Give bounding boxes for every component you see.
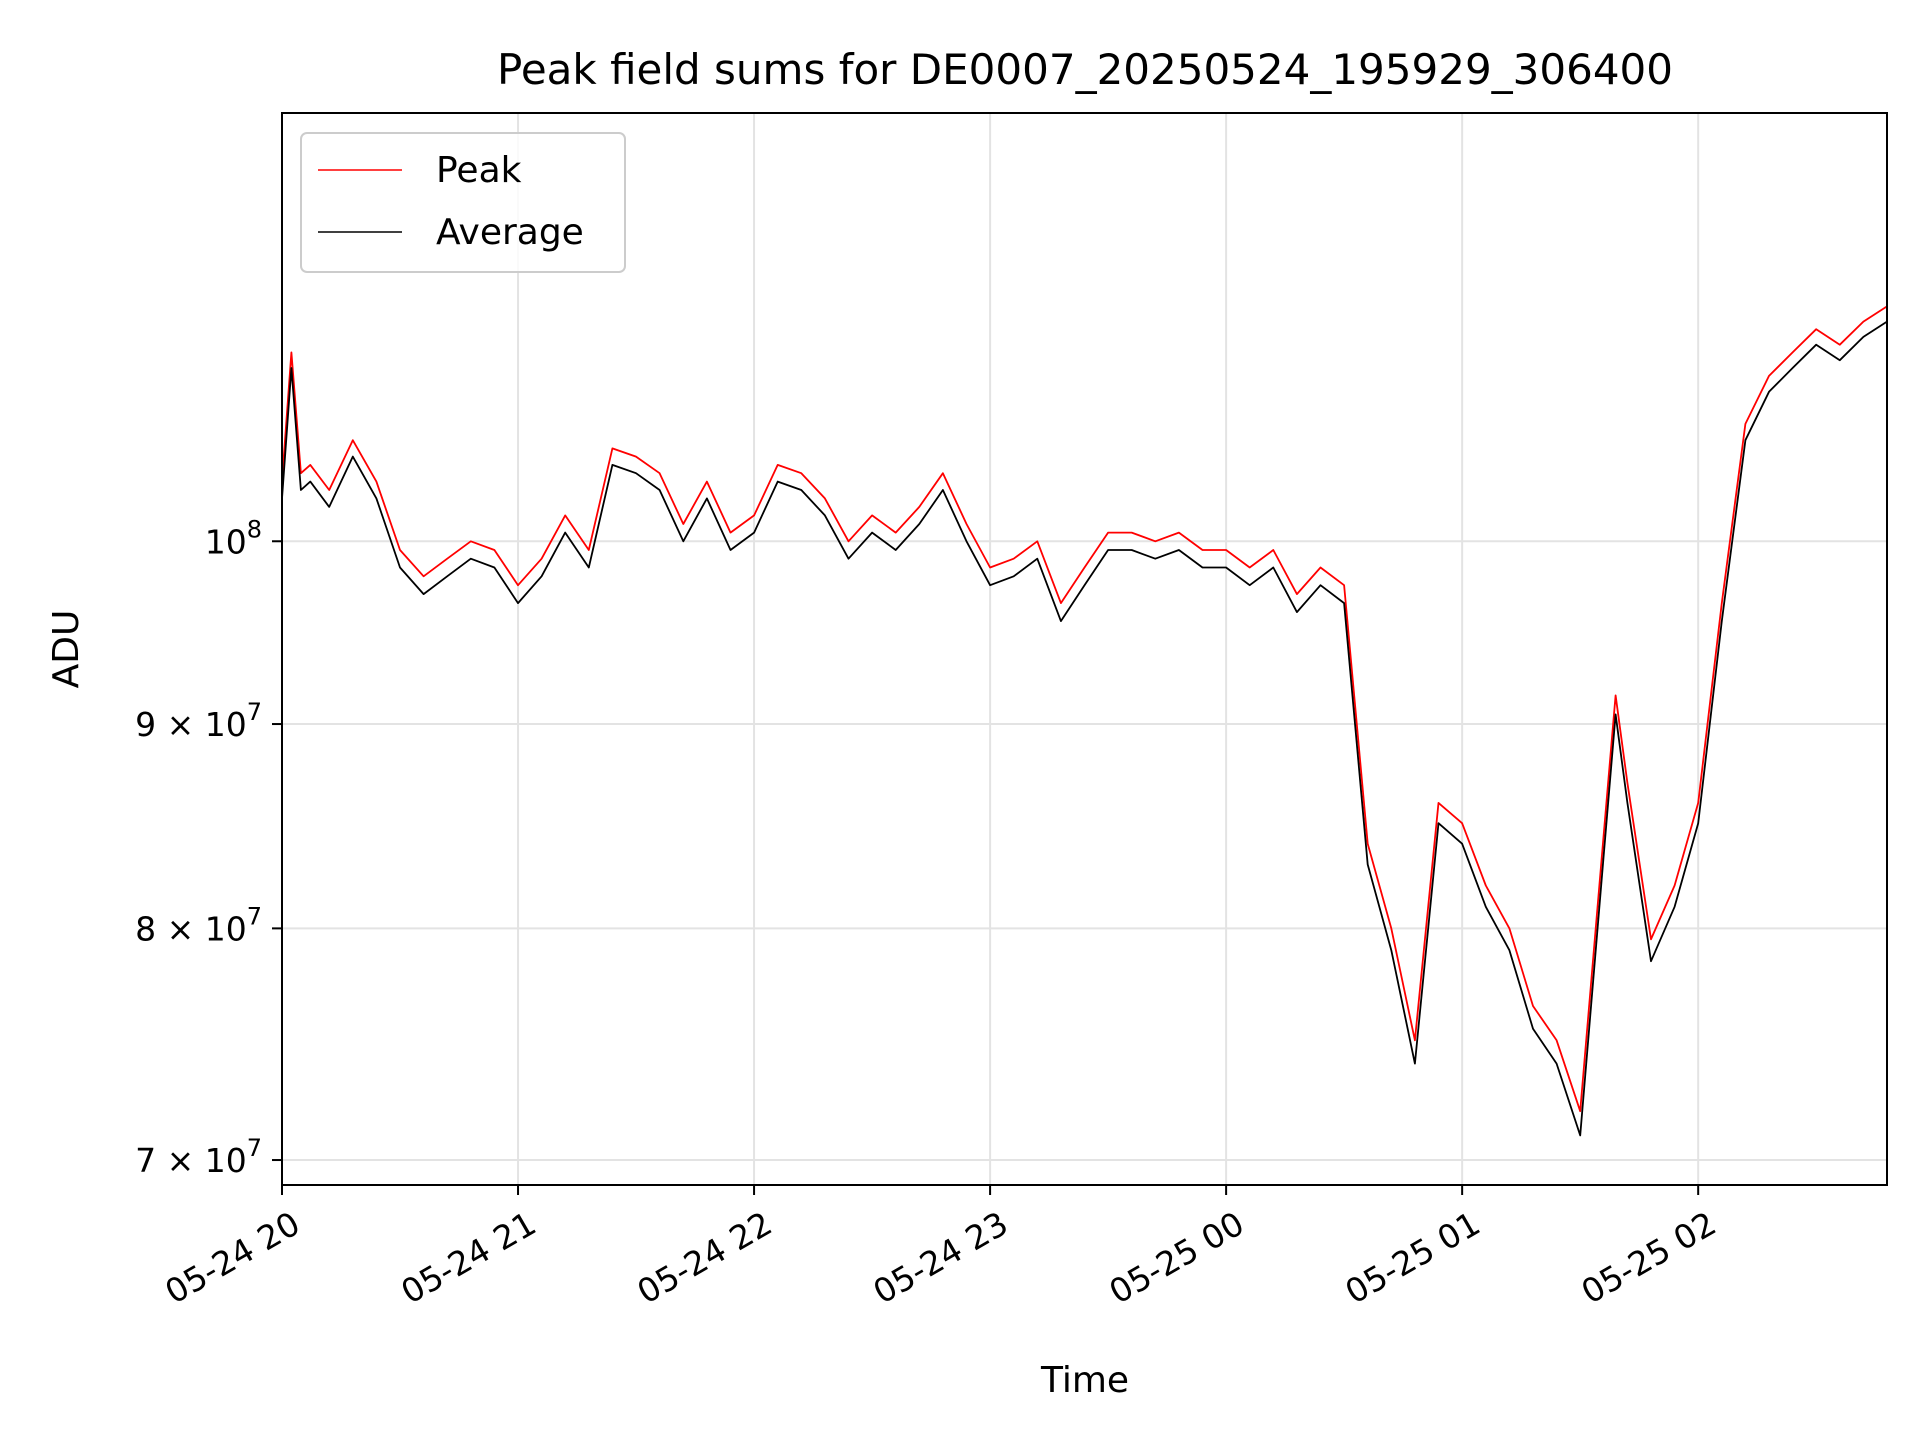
chart-title: Peak field sums for DE0007_20250524_1959… [497,45,1673,94]
y-tick-label: 108 [205,515,262,561]
x-axis-label: Time [1040,1360,1129,1401]
plot-frame [281,112,1888,1186]
y-tick-label: 8 × 107 [135,902,262,948]
legend-label-peak: Peak [436,150,522,191]
series-line-average [281,320,1888,1137]
series-line-peak [281,305,1888,1113]
legend: Peak Average [300,132,626,273]
y-axis: 7 × 107 8 × 107 9 × 107 108 [135,515,282,1180]
legend-box [300,132,626,273]
y-tick-label: 7 × 107 [135,1134,262,1180]
legend-label-average: Average [436,212,584,253]
y-tick-label: 9 × 107 [135,698,262,744]
y-axis-label: ADU [46,610,87,689]
series-layer [281,305,1888,1137]
